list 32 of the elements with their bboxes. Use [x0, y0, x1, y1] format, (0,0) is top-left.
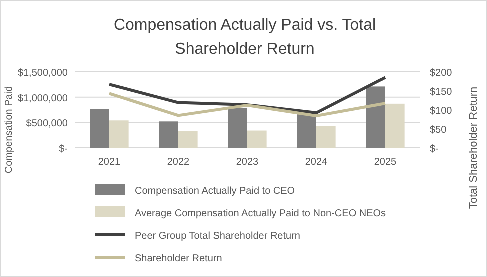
chart-title: Compensation Actually Paid vs. Total Shareholder Return: [114, 17, 376, 58]
bar: [178, 131, 198, 148]
bar: [248, 130, 267, 148]
legend-label: Peer Group Total Shareholder Return: [135, 231, 300, 242]
y-tick-label: $1,000,000: [18, 93, 68, 104]
y-tick-label: $-: [59, 144, 68, 155]
y2-tick-label: $150: [430, 87, 453, 98]
x-tick-label: 2024: [305, 157, 328, 168]
bar: [110, 120, 129, 148]
y-axis-title: Compensation Paid: [4, 86, 15, 174]
bar: [366, 86, 386, 148]
x-tick-label: 2021: [98, 157, 122, 168]
bar: [90, 109, 110, 148]
y-tick-label: $500,000: [26, 118, 68, 130]
x-tick-label: 2023: [236, 157, 260, 168]
legend-label: Shareholder Return: [135, 254, 222, 264]
x-tick-label: 2022: [167, 157, 190, 168]
legend-label: Compensation Actually Paid to CEO: [135, 186, 296, 197]
y2-tick-label: $-: [430, 144, 439, 155]
y2-tick-label: $100: [430, 106, 453, 117]
legend-label: Average Compensation Actually Paid to Non-CEO NEOs: [135, 208, 386, 220]
bar: [228, 108, 248, 148]
x-tick-label: 2025: [374, 157, 398, 168]
bar: [316, 126, 336, 148]
y2-tick-label: $200: [430, 68, 453, 79]
bar: [159, 122, 178, 148]
y2-axis-title: Total Shareholder Return: [468, 86, 480, 210]
y2-tick-label: $50: [430, 125, 448, 136]
bar: [386, 104, 405, 148]
y-tick-label: $1,500,000: [18, 68, 68, 79]
bar: [297, 114, 316, 148]
line-series: [108, 92, 387, 118]
